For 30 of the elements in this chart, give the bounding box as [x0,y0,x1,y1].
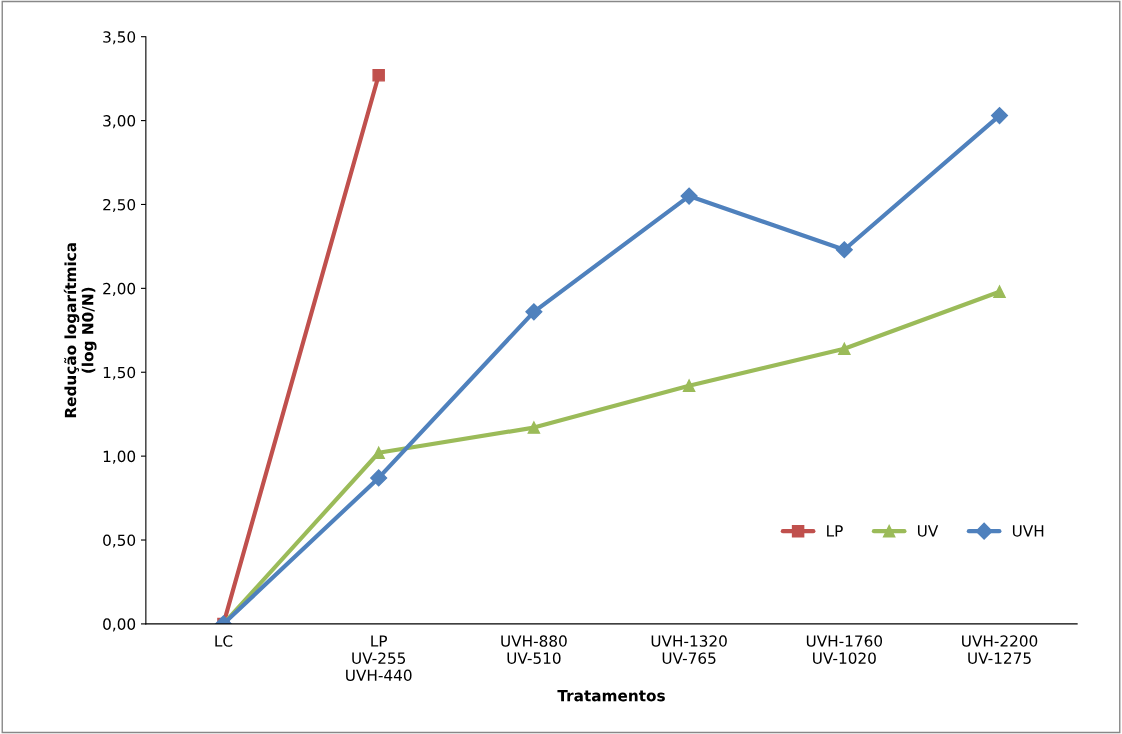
y-tick-label: 0,50 [103,534,136,548]
point [680,187,698,205]
x-tick-label: UVH-2200 UV-1275 [962,635,1038,664]
point [682,379,696,392]
x-tick-label: UVH-1760 UV-1020 [806,635,883,664]
point [370,469,388,487]
x-tick-label: UVH-1320 UV-765 [651,635,727,664]
y-tick-label: 2,50 [103,198,136,213]
point [372,446,385,460]
y-tick-label: 1,50 [103,366,136,380]
y-tick-label: 0,00 [103,618,136,632]
y-tick-label: 2,00 [103,282,136,296]
point [372,69,385,82]
x-axis-title: Tratamentos [557,690,665,702]
x-tick-label: LP UV-255 UVH-440 [346,635,412,682]
point [838,342,851,356]
point [527,421,541,434]
point [993,285,1006,298]
legend-label: LP [827,525,843,537]
point [835,241,853,259]
point [990,107,1009,125]
y-tick-label: 1,00 [103,450,136,464]
x-tick-label: UVH-880 UV-510 [501,635,567,664]
y-tick-label: 3,50 [103,31,136,45]
y-axis-title: Redução logarítmica (log N0/N) [63,243,97,418]
point [525,303,543,321]
x-tick-label: LC [215,635,233,647]
legend-label: UV [917,525,939,537]
y-tick-label: 3,00 [103,115,136,129]
legend-label: UVH [1012,525,1044,537]
